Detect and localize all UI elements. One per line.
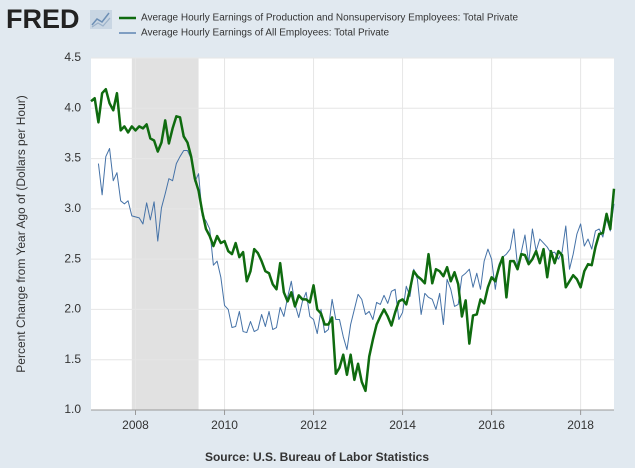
x-tick-label: 2016 [478,418,505,432]
legend-label: Average Hourly Earnings of Production an… [141,13,518,24]
y-axis-label: Percent Change from Year Ago of (Dollars… [14,95,28,372]
logo-icon [90,10,112,29]
x-tick-label: 2012 [300,418,327,432]
y-tick-label: 2.0 [64,302,81,316]
x-tick-label: 2018 [567,418,594,432]
recession-shading [131,58,199,410]
legend-label: Average Hourly Earnings of All Employees… [141,28,390,39]
y-tick-label: 1.5 [64,352,81,366]
y-tick-label: 1.0 [64,402,81,416]
series-line [90,87,616,393]
y-tick-label: 4.0 [64,100,81,114]
x-tick-label: 2014 [389,418,416,432]
source: Source: U.S. Bureau of Labor Statistics [205,450,429,464]
y-tick-label: 2.5 [64,251,81,265]
series-line [97,148,615,351]
y-tick-label: 3.0 [64,201,81,215]
logo: FRED [6,4,80,34]
y-tick-label: 4.5 [64,50,81,64]
x-tick-label: 2010 [211,418,238,432]
y-tick-label: 3.5 [64,151,81,165]
x-tick-label: 2008 [122,418,149,432]
